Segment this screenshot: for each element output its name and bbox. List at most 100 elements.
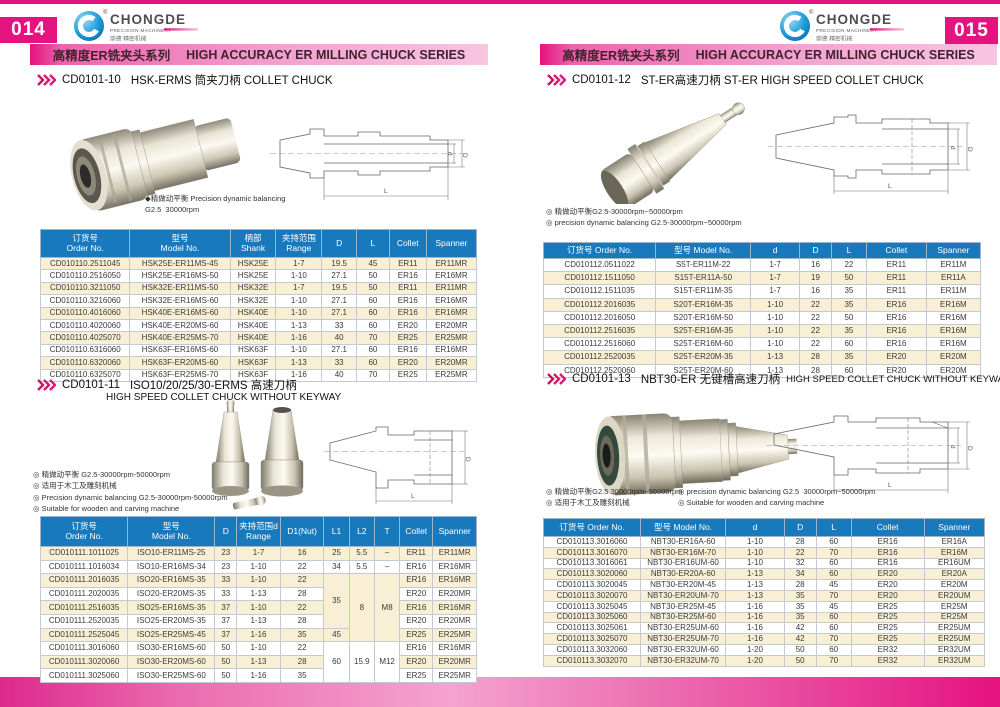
table-cell: CD010111.3016060	[39, 641, 129, 656]
table-cell: ER16	[865, 323, 927, 339]
table-cell: 60	[356, 318, 390, 333]
table-cell: ER32	[850, 654, 925, 667]
column-header: D1(Nut)	[279, 516, 325, 547]
table-cell: 1-10	[275, 269, 323, 283]
table-cell: CD010112.1511035	[542, 284, 657, 299]
table-cell: HSK40E-ER25MS-70	[129, 331, 231, 345]
table-cell: CD010110.6316060	[39, 343, 131, 358]
column-header: d	[725, 518, 785, 537]
chevrons-icon	[37, 74, 56, 86]
table-cell: ISO25-ER16MS-35	[127, 600, 216, 615]
table-cell: ER16M	[925, 323, 982, 339]
table-cell: 45	[323, 627, 350, 643]
column-header: T	[373, 516, 401, 547]
table-cell: 60	[323, 641, 350, 683]
dim-label-d: d	[446, 152, 453, 156]
table-cell: 23	[214, 559, 238, 575]
table-cell: 27.1	[321, 306, 358, 320]
table-row: CD010110.6316060 HSK63F-ER16MS-60 HSK63F 1-…	[39, 343, 478, 358]
table-cell: ISO25-ER20MS-35	[127, 613, 216, 629]
table-cell: 1-10	[236, 573, 281, 588]
table-cell: CD010111.2525045	[39, 627, 129, 643]
table-cell: CD010110.2511045	[39, 256, 131, 271]
table-cell: 40	[321, 331, 358, 345]
table-cell: 1-13	[750, 350, 801, 365]
table-cell: ER11	[399, 546, 434, 561]
technical-drawing-st: D d L	[762, 95, 973, 200]
table-cell: 1-13	[275, 356, 323, 370]
table-cell: 28	[279, 586, 325, 602]
product-note: ◆精做动平衡 Precision dynamic balancing G2.5 3…	[145, 194, 286, 214]
table-row: CD010111.2516035 ISO25-ER16MS-35 37 1-10 22 E…	[39, 600, 477, 615]
technical-drawing-iso: D L	[318, 405, 471, 510]
table-row: CD010112.1511035 S15T-ER11M-35 1-7 16 35 ER11…	[542, 284, 982, 299]
table-cell: 27.1	[321, 294, 358, 308]
table-cell: ER16	[388, 343, 427, 358]
column-header: 型号 Model No.	[127, 516, 216, 547]
table-cell: CD010113.3025061	[542, 622, 642, 635]
column-header: D	[799, 242, 832, 259]
table-row: CD010113.3020060 NBT30-ER20A-60 1-13 34 60 ER…	[542, 568, 986, 581]
table-cell: 1-7	[750, 257, 801, 273]
table-cell: ER20M	[925, 363, 982, 378]
table-cell: 1-10	[750, 297, 801, 312]
table-row: CD010113.3016070 NBT30-ER16M-70 1-10 22 70 ER…	[542, 546, 986, 559]
table-cell: ER20M	[925, 350, 982, 365]
table-cell: NBT30-ER25UM-70	[640, 633, 727, 645]
table-cell: M8	[373, 573, 401, 643]
table-cell: S20T-ER16M-50	[655, 310, 752, 325]
section-name-en: HIGH SPEED COLLET CHUCK WITHOUT KEYWAY	[786, 373, 1000, 385]
column-header: L2	[348, 516, 375, 547]
table-cell: ER11	[388, 256, 427, 271]
table-cell: –	[373, 546, 401, 561]
table-row: CD010113.3020070 NBT30-ER20UM-70 1-13 35 70 E…	[542, 589, 986, 602]
table-cell: 70	[356, 368, 390, 382]
dim-label-L: L	[888, 183, 892, 190]
table-cell: 27.1	[321, 343, 358, 358]
table-cell: CD010112.2516035	[542, 323, 657, 339]
table-cell: 42	[783, 622, 817, 635]
table-cell: NBT30-ER16UM-60	[640, 557, 727, 570]
table-cell: 1-16	[275, 331, 323, 345]
table-cell: HSK32E-ER16MS-60	[129, 294, 231, 308]
table-cell: CD010112.2516060	[542, 337, 657, 352]
table-cell: HSK25E-ER16MS-50	[129, 269, 231, 283]
column-header: L	[830, 242, 867, 259]
table-cell: 22	[783, 546, 817, 559]
column-header: Collet	[850, 518, 925, 537]
table-cell: 35	[783, 611, 817, 624]
table-cell: HSK40E-ER16MS-60	[129, 306, 231, 320]
top-accent-strip	[0, 0, 1000, 4]
table-cell: 1-13	[750, 363, 801, 378]
table-cell: ER20	[865, 363, 927, 378]
table-cell: S15T-ER11A-50	[655, 271, 752, 286]
chevrons-icon	[37, 379, 56, 391]
table-cell: ER25MR	[432, 627, 477, 643]
table-row: CD010110.2511045 HSK25E-ER11MS-45 HSK25E 1-…	[39, 256, 478, 271]
table-row: CD010113.3032060 NBT30-ER32UM-60 1-20 50 60 E…	[542, 643, 986, 656]
section-name: HSK-ERMS 筒夹刀柄 COLLET CHUCK	[130, 75, 333, 87]
table-cell: S5T-ER11M-22	[655, 257, 752, 273]
table-cell: ER16M	[925, 310, 982, 325]
series-banner-cn: 高精度ER铣夹头系列	[562, 49, 680, 63]
table-cell: ER20MR	[425, 356, 478, 370]
table-cell: ER16	[399, 641, 434, 656]
brand-name: CHONGDE	[110, 12, 186, 27]
column-header: 订货号 Order No.	[542, 242, 657, 259]
table-cell: ER20	[850, 589, 925, 602]
table-cell: 22	[799, 323, 832, 339]
column-header: Spanner	[925, 242, 982, 259]
table-cell: CD010111.2516035	[39, 600, 129, 615]
table-cell: CD010113.3016060	[542, 536, 642, 548]
table-cell: 50	[830, 271, 867, 286]
brand-logo: ® CHONGDE PRECISION MACHINERY 崇德 精密机械	[72, 5, 232, 47]
table-cell: 1-10	[725, 557, 785, 570]
column-header: Spanner	[432, 516, 477, 547]
table-cell: CD010112.2520060	[542, 363, 657, 378]
table-row: CD010113.3025045 NBT30-ER25M-45 1-16 35 45 ER…	[542, 600, 986, 613]
table-cell: ER16	[399, 573, 434, 588]
table-cell: CD010111.2020035	[39, 586, 129, 602]
table-cell: CD010113.3025060	[542, 611, 642, 624]
technical-drawing-nbt30: D d L	[760, 392, 973, 500]
table-cell: CD010111.3020060	[39, 654, 129, 670]
